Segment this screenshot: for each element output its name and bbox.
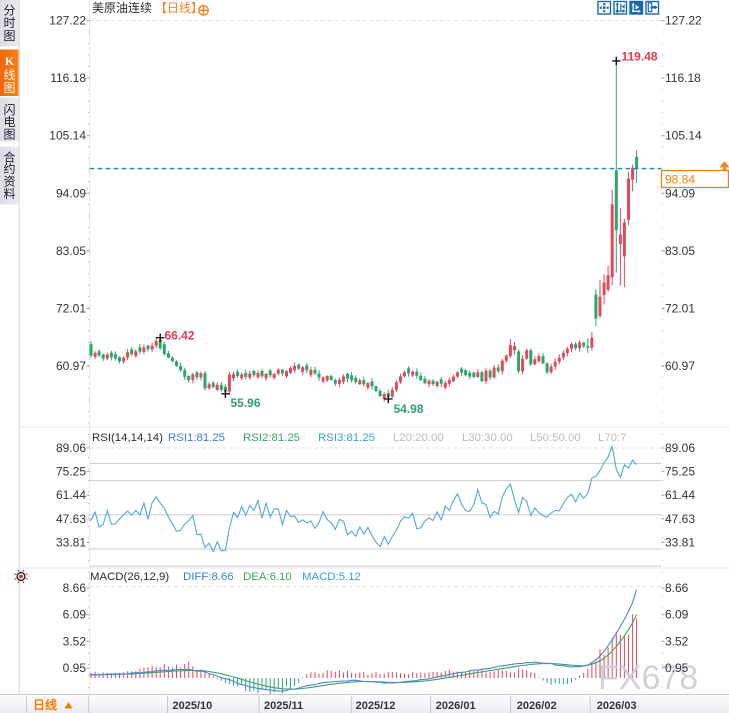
svg-text:图: 图 (3, 81, 15, 95)
svg-text:47.63: 47.63 (665, 512, 695, 526)
svg-text:61.44: 61.44 (56, 488, 86, 502)
svg-text:料: 料 (3, 187, 15, 201)
svg-text:105.14: 105.14 (49, 129, 86, 143)
svg-text:6.09: 6.09 (665, 608, 689, 622)
svg-text:60.97: 60.97 (56, 359, 86, 373)
svg-text:RSI(14,14,14): RSI(14,14,14) (92, 432, 163, 444)
svg-text:54.98: 54.98 (394, 402, 424, 416)
svg-text:DIFF:8.66: DIFF:8.66 (183, 571, 234, 583)
svg-text:L70:7: L70:7 (598, 432, 627, 444)
svg-text:55.96: 55.96 (231, 396, 261, 410)
svg-text:47.63: 47.63 (56, 512, 86, 526)
svg-text:2025/11: 2025/11 (264, 700, 303, 712)
svg-text:图: 图 (3, 29, 15, 43)
svg-text:105.14: 105.14 (665, 129, 702, 143)
svg-text:2026/01: 2026/01 (436, 700, 476, 712)
svg-text:116.18: 116.18 (50, 71, 86, 85)
svg-text:MACD(26,12,9): MACD(26,12,9) (90, 571, 169, 583)
svg-text:127.22: 127.22 (49, 14, 86, 28)
svg-text:RSI2:81.25: RSI2:81.25 (243, 432, 300, 444)
svg-text:2026/03: 2026/03 (597, 700, 637, 712)
svg-text:2025/12: 2025/12 (356, 700, 396, 712)
svg-text:分: 分 (3, 4, 15, 18)
svg-text:图: 图 (3, 128, 15, 142)
svg-text:60.97: 60.97 (665, 359, 695, 373)
svg-text:L20:20.00: L20:20.00 (393, 432, 444, 444)
svg-text:0.95: 0.95 (665, 661, 689, 675)
svg-text:8.66: 8.66 (63, 581, 87, 595)
svg-text:MACD:5.12: MACD:5.12 (302, 571, 361, 583)
svg-text:电: 电 (3, 115, 15, 129)
svg-text:6.09: 6.09 (63, 608, 87, 622)
svg-text:合: 合 (3, 149, 15, 164)
svg-text:2026/02: 2026/02 (517, 700, 557, 712)
svg-text:89.06: 89.06 (56, 441, 86, 455)
svg-text:94.09: 94.09 (56, 186, 86, 200)
svg-text:L30:30.00: L30:30.00 (462, 432, 513, 444)
svg-text:0.95: 0.95 (63, 661, 87, 675)
svg-text:98.84: 98.84 (665, 173, 695, 187)
svg-text:闪: 闪 (3, 103, 15, 117)
svg-text:DEA:6.10: DEA:6.10 (243, 571, 292, 583)
svg-text:3.52: 3.52 (63, 634, 87, 648)
svg-text:美原油连续: 美原油连续 (92, 0, 152, 15)
svg-text:L50:50.00: L50:50.00 (530, 432, 581, 444)
svg-text:约: 约 (3, 161, 15, 176)
svg-text:119.48: 119.48 (622, 50, 658, 64)
svg-text:日线: 日线 (33, 697, 57, 712)
svg-text:83.05: 83.05 (665, 244, 695, 258)
svg-text:89.06: 89.06 (665, 441, 695, 455)
svg-text:66.42: 66.42 (165, 329, 195, 343)
svg-text:116.18: 116.18 (665, 71, 701, 85)
svg-text:72.01: 72.01 (56, 302, 86, 316)
svg-text:75.25: 75.25 (56, 465, 86, 479)
svg-text:线: 线 (3, 68, 15, 82)
svg-text:资: 资 (3, 175, 15, 189)
svg-text:2025/10: 2025/10 (173, 700, 213, 712)
svg-text:94.09: 94.09 (665, 186, 695, 200)
svg-text:3.52: 3.52 (665, 634, 689, 648)
svg-text:72.01: 72.01 (665, 302, 695, 316)
svg-text:8.66: 8.66 (665, 581, 689, 595)
svg-text:61.44: 61.44 (665, 488, 695, 502)
svg-text:33.81: 33.81 (665, 535, 695, 549)
svg-text:FX678: FX678 (598, 659, 698, 697)
svg-text:RSI3:81.25: RSI3:81.25 (318, 432, 375, 444)
svg-text:时: 时 (3, 16, 15, 30)
svg-text:33.81: 33.81 (56, 535, 86, 549)
svg-text:75.25: 75.25 (665, 465, 695, 479)
svg-text:83.05: 83.05 (56, 244, 86, 258)
svg-text:127.22: 127.22 (665, 14, 702, 28)
svg-text:RSI1:81.25: RSI1:81.25 (168, 432, 225, 444)
svg-text:【日线】: 【日线】 (155, 1, 203, 15)
svg-text:K: K (5, 54, 15, 68)
